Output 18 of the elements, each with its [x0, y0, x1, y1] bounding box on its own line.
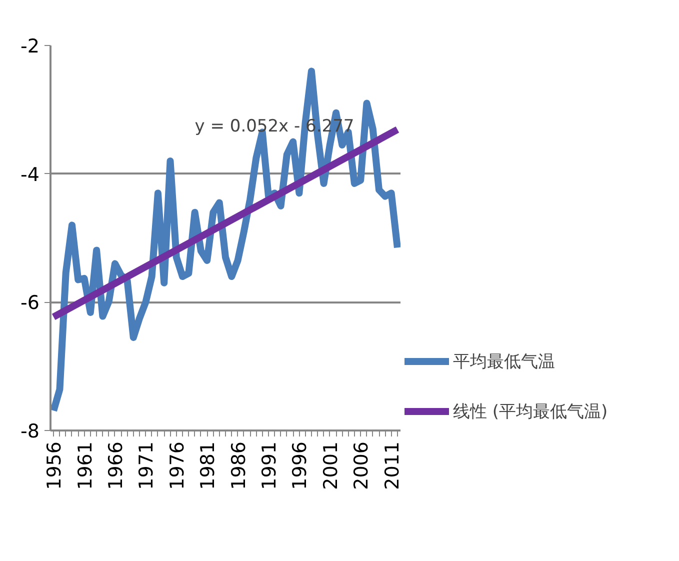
x-tick-label: 1996	[289, 441, 312, 490]
x-tick-label: 1966	[104, 441, 127, 490]
y-tick-label: -2	[20, 36, 40, 58]
legend-label: 线性 (平均最低气温)	[453, 400, 608, 424]
legend-label: 平均最低气温	[453, 350, 555, 374]
x-tick-label: 2001	[320, 441, 342, 490]
y-tick-label: -8	[20, 420, 40, 442]
x-tick-label: 1971	[136, 441, 158, 490]
x-tick-label: 2006	[350, 441, 373, 490]
y-tick-label: -6	[20, 292, 40, 314]
x-tick-label: 1956	[44, 441, 66, 490]
x-tick-label: 2011	[381, 441, 404, 490]
y-tick-label: -4	[20, 164, 40, 186]
x-tick-label: 1976	[166, 441, 188, 490]
x-tick-label: 1981	[197, 441, 220, 490]
x-tick-label: 1986	[228, 441, 250, 490]
x-tick-label: 1991	[258, 441, 280, 490]
x-tick-label: 1961	[74, 441, 96, 490]
